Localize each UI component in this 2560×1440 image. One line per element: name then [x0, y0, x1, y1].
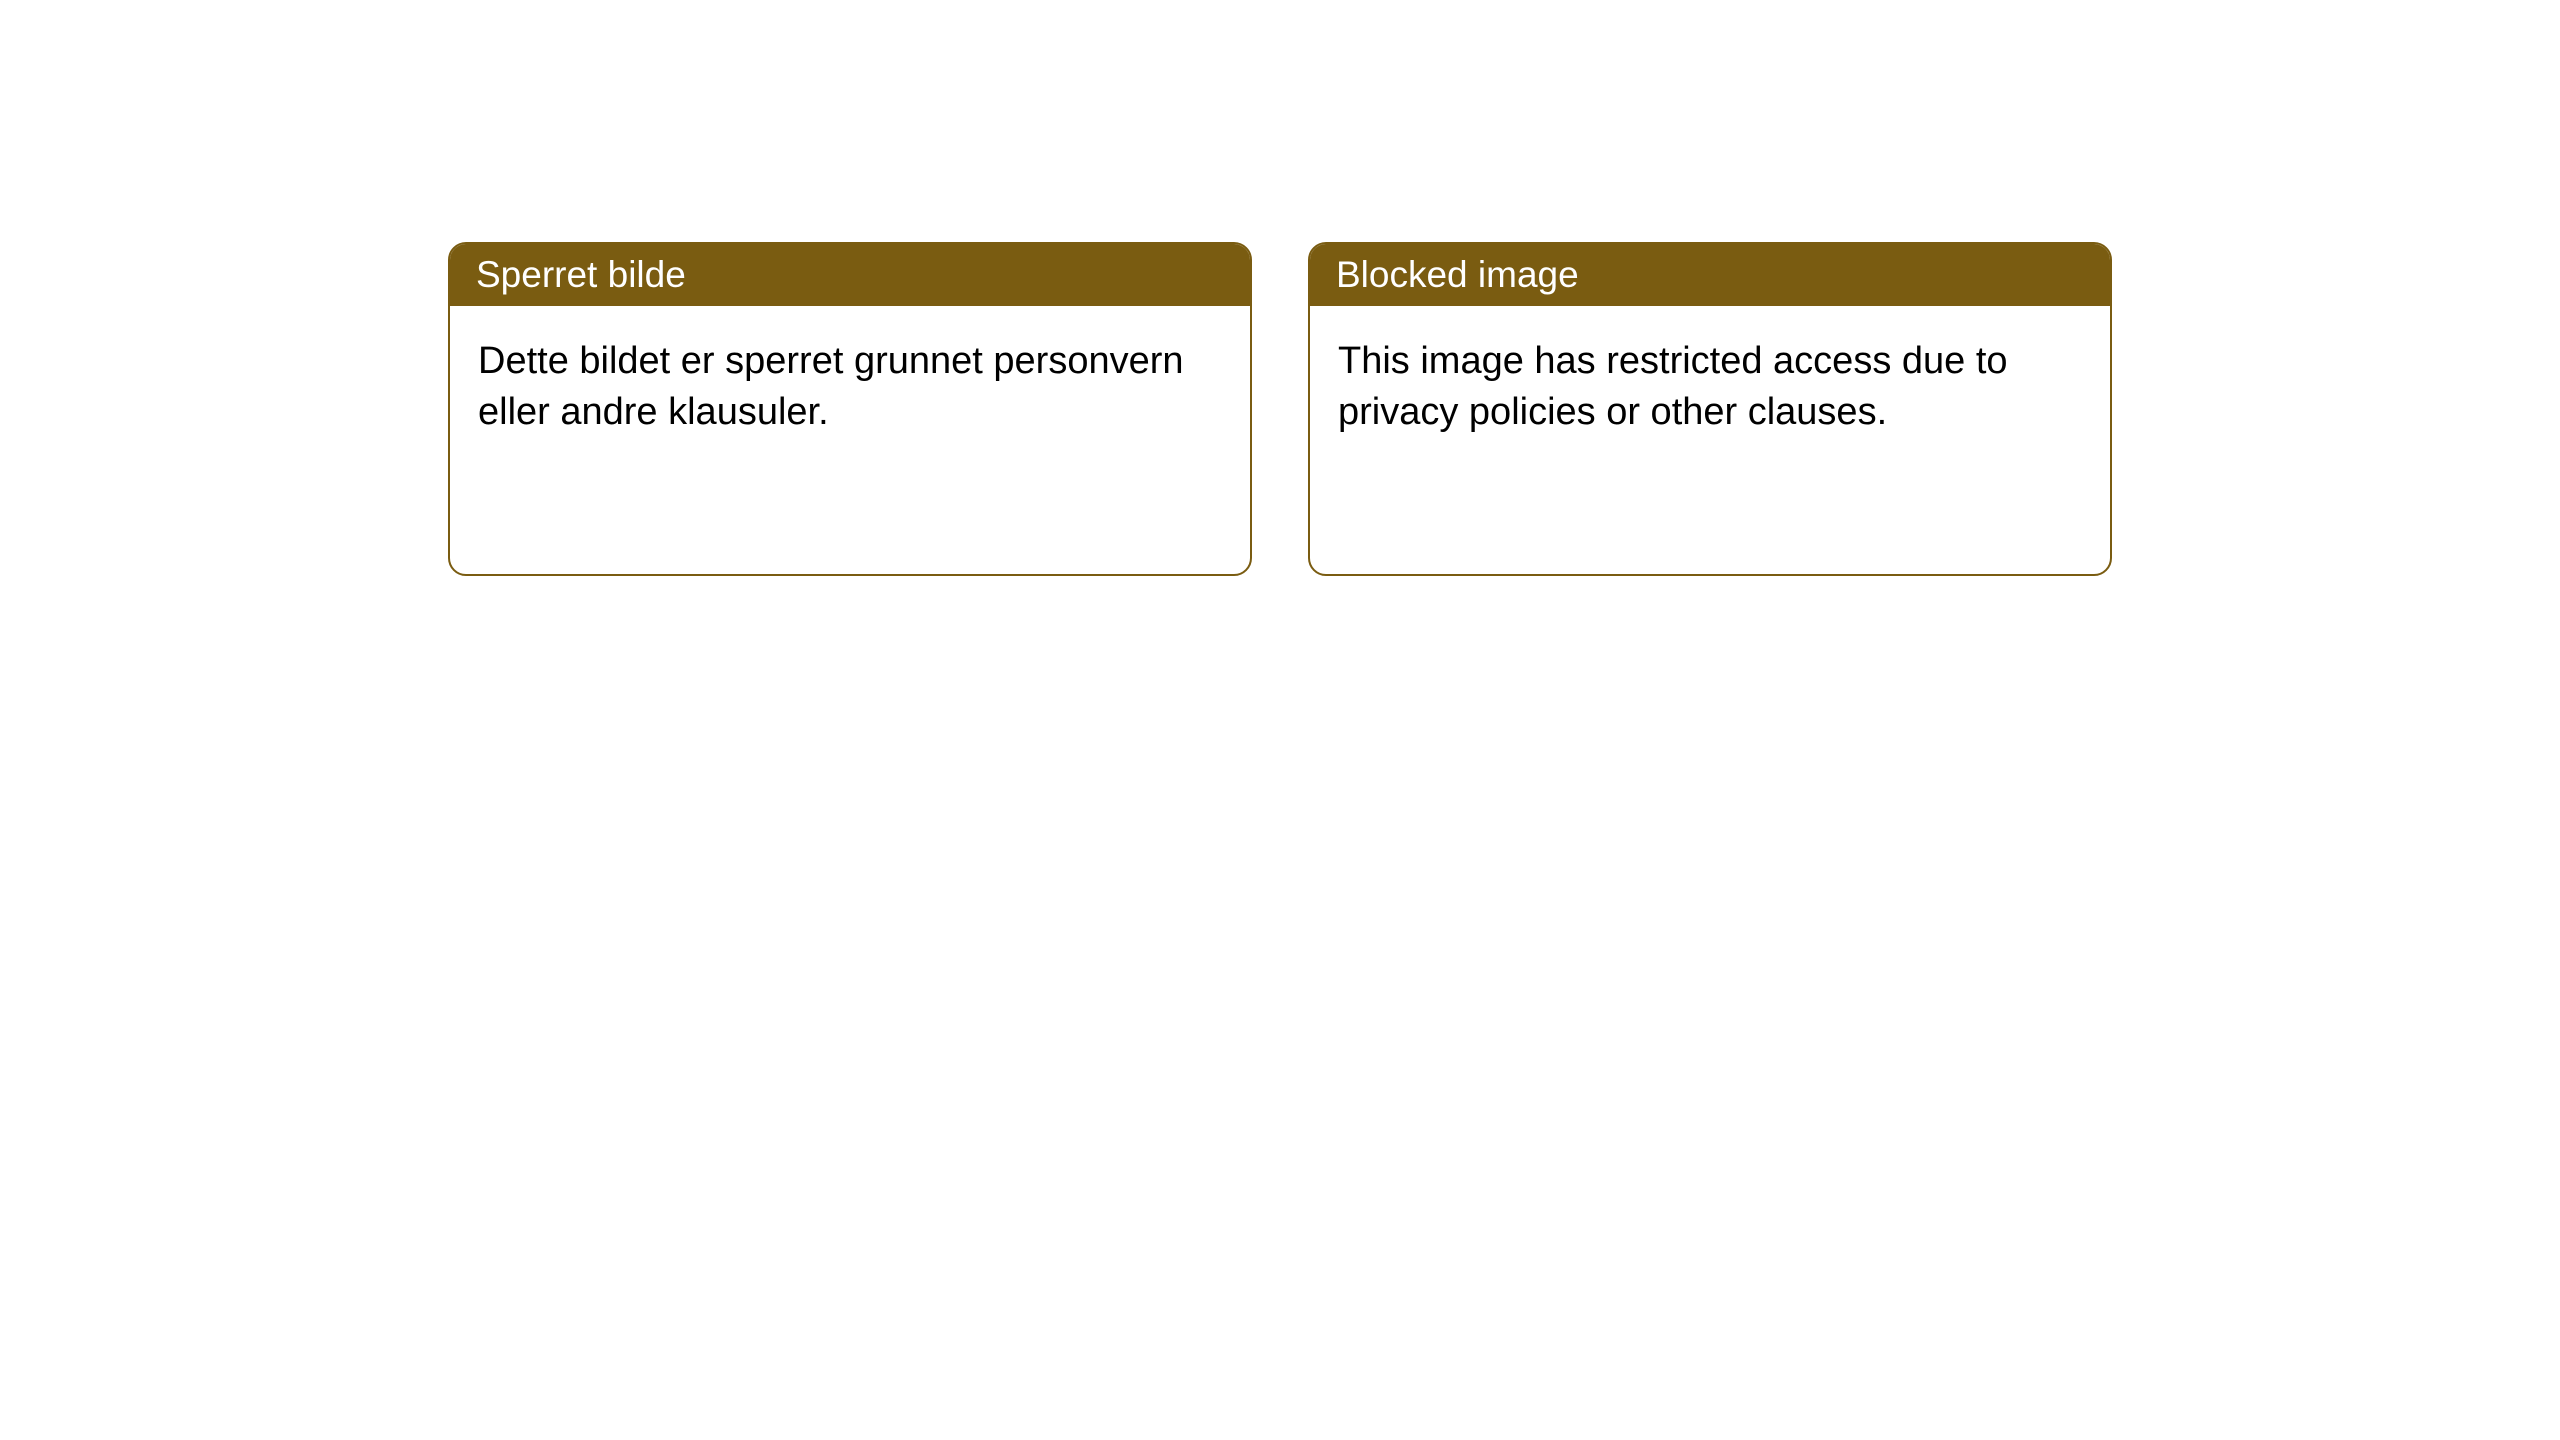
notice-body: Dette bildet er sperret grunnet personve…	[450, 306, 1250, 469]
notice-header: Sperret bilde	[450, 244, 1250, 306]
notice-box-english: Blocked image This image has restricted …	[1308, 242, 2112, 576]
notice-header: Blocked image	[1310, 244, 2110, 306]
notice-container: Sperret bilde Dette bildet er sperret gr…	[0, 0, 2560, 576]
notice-box-norwegian: Sperret bilde Dette bildet er sperret gr…	[448, 242, 1252, 576]
notice-body: This image has restricted access due to …	[1310, 306, 2110, 469]
